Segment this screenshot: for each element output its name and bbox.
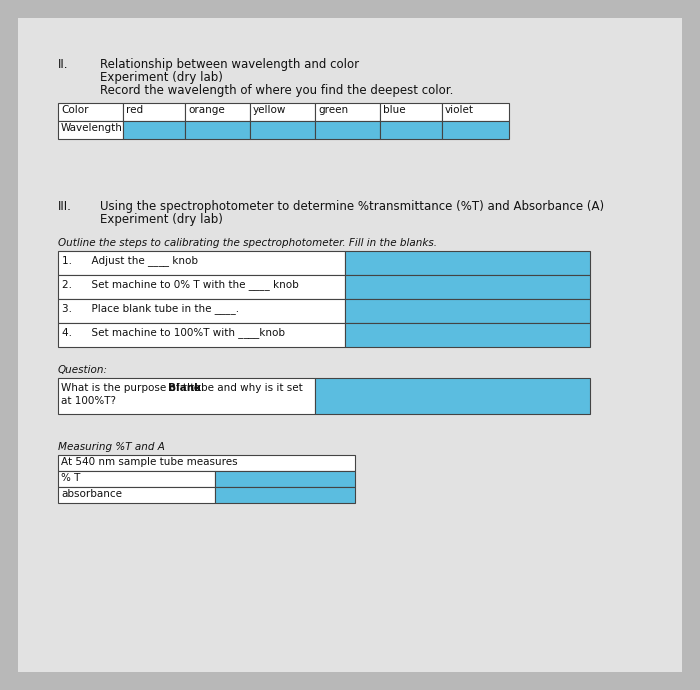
Text: At 540 nm sample tube measures: At 540 nm sample tube measures <box>61 457 237 467</box>
Text: red: red <box>126 105 143 115</box>
Bar <box>345 299 590 323</box>
Bar <box>250 121 315 139</box>
Text: violet: violet <box>445 105 474 115</box>
Text: III.: III. <box>58 200 72 213</box>
Text: II.: II. <box>58 58 69 71</box>
Text: Relationship between wavelength and color: Relationship between wavelength and colo… <box>100 58 359 71</box>
Bar <box>315 378 590 414</box>
Text: Measuring %T and A: Measuring %T and A <box>58 442 165 452</box>
Bar <box>315 103 380 121</box>
Bar <box>345 275 590 299</box>
Bar <box>58 378 315 414</box>
Bar <box>215 471 355 487</box>
Text: green: green <box>318 105 348 115</box>
Bar <box>123 121 185 139</box>
Text: Wavelength: Wavelength <box>61 123 123 133</box>
Text: 4.      Set machine to 100%T with ____knob: 4. Set machine to 100%T with ____knob <box>62 327 285 338</box>
Text: orange: orange <box>188 105 225 115</box>
Text: Blank: Blank <box>168 383 201 393</box>
Bar <box>58 103 123 121</box>
Bar <box>345 323 590 347</box>
Bar <box>380 103 442 121</box>
Bar <box>123 103 185 121</box>
Text: absorbance: absorbance <box>61 489 122 499</box>
Bar <box>380 121 442 139</box>
Bar <box>442 103 509 121</box>
Text: 3.      Place blank tube in the ____.: 3. Place blank tube in the ____. <box>62 303 239 314</box>
Bar <box>58 487 215 503</box>
Bar <box>185 103 250 121</box>
Text: % T: % T <box>61 473 80 483</box>
Bar <box>442 121 509 139</box>
Text: What is the purpose of the: What is the purpose of the <box>61 383 203 393</box>
Text: at 100%T?: at 100%T? <box>61 396 116 406</box>
Bar <box>58 323 345 347</box>
Text: 2.      Set machine to 0% T with the ____ knob: 2. Set machine to 0% T with the ____ kno… <box>62 279 299 290</box>
Bar <box>250 103 315 121</box>
Text: Using the spectrophotometer to determine %transmittance (%T) and Absorbance (A): Using the spectrophotometer to determine… <box>100 200 604 213</box>
Bar <box>315 121 380 139</box>
Text: yellow: yellow <box>253 105 286 115</box>
Bar <box>58 299 345 323</box>
Text: Outline the steps to calibrating the spectrophotometer. Fill in the blanks.: Outline the steps to calibrating the spe… <box>58 238 437 248</box>
Bar <box>58 251 345 275</box>
Text: Color: Color <box>61 105 88 115</box>
Text: Experiment (dry lab): Experiment (dry lab) <box>100 71 223 84</box>
Text: Experiment (dry lab): Experiment (dry lab) <box>100 213 223 226</box>
Text: tube and why is it set: tube and why is it set <box>188 383 303 393</box>
Bar <box>185 121 250 139</box>
Bar <box>58 121 123 139</box>
Text: 1.      Adjust the ____ knob: 1. Adjust the ____ knob <box>62 255 198 266</box>
Bar <box>215 487 355 503</box>
Text: blue: blue <box>383 105 405 115</box>
Bar <box>58 275 345 299</box>
Bar <box>345 251 590 275</box>
Bar <box>58 471 215 487</box>
Bar <box>58 455 355 471</box>
Text: Record the wavelength of where you find the deepest color.: Record the wavelength of where you find … <box>100 84 454 97</box>
Text: Question:: Question: <box>58 365 108 375</box>
